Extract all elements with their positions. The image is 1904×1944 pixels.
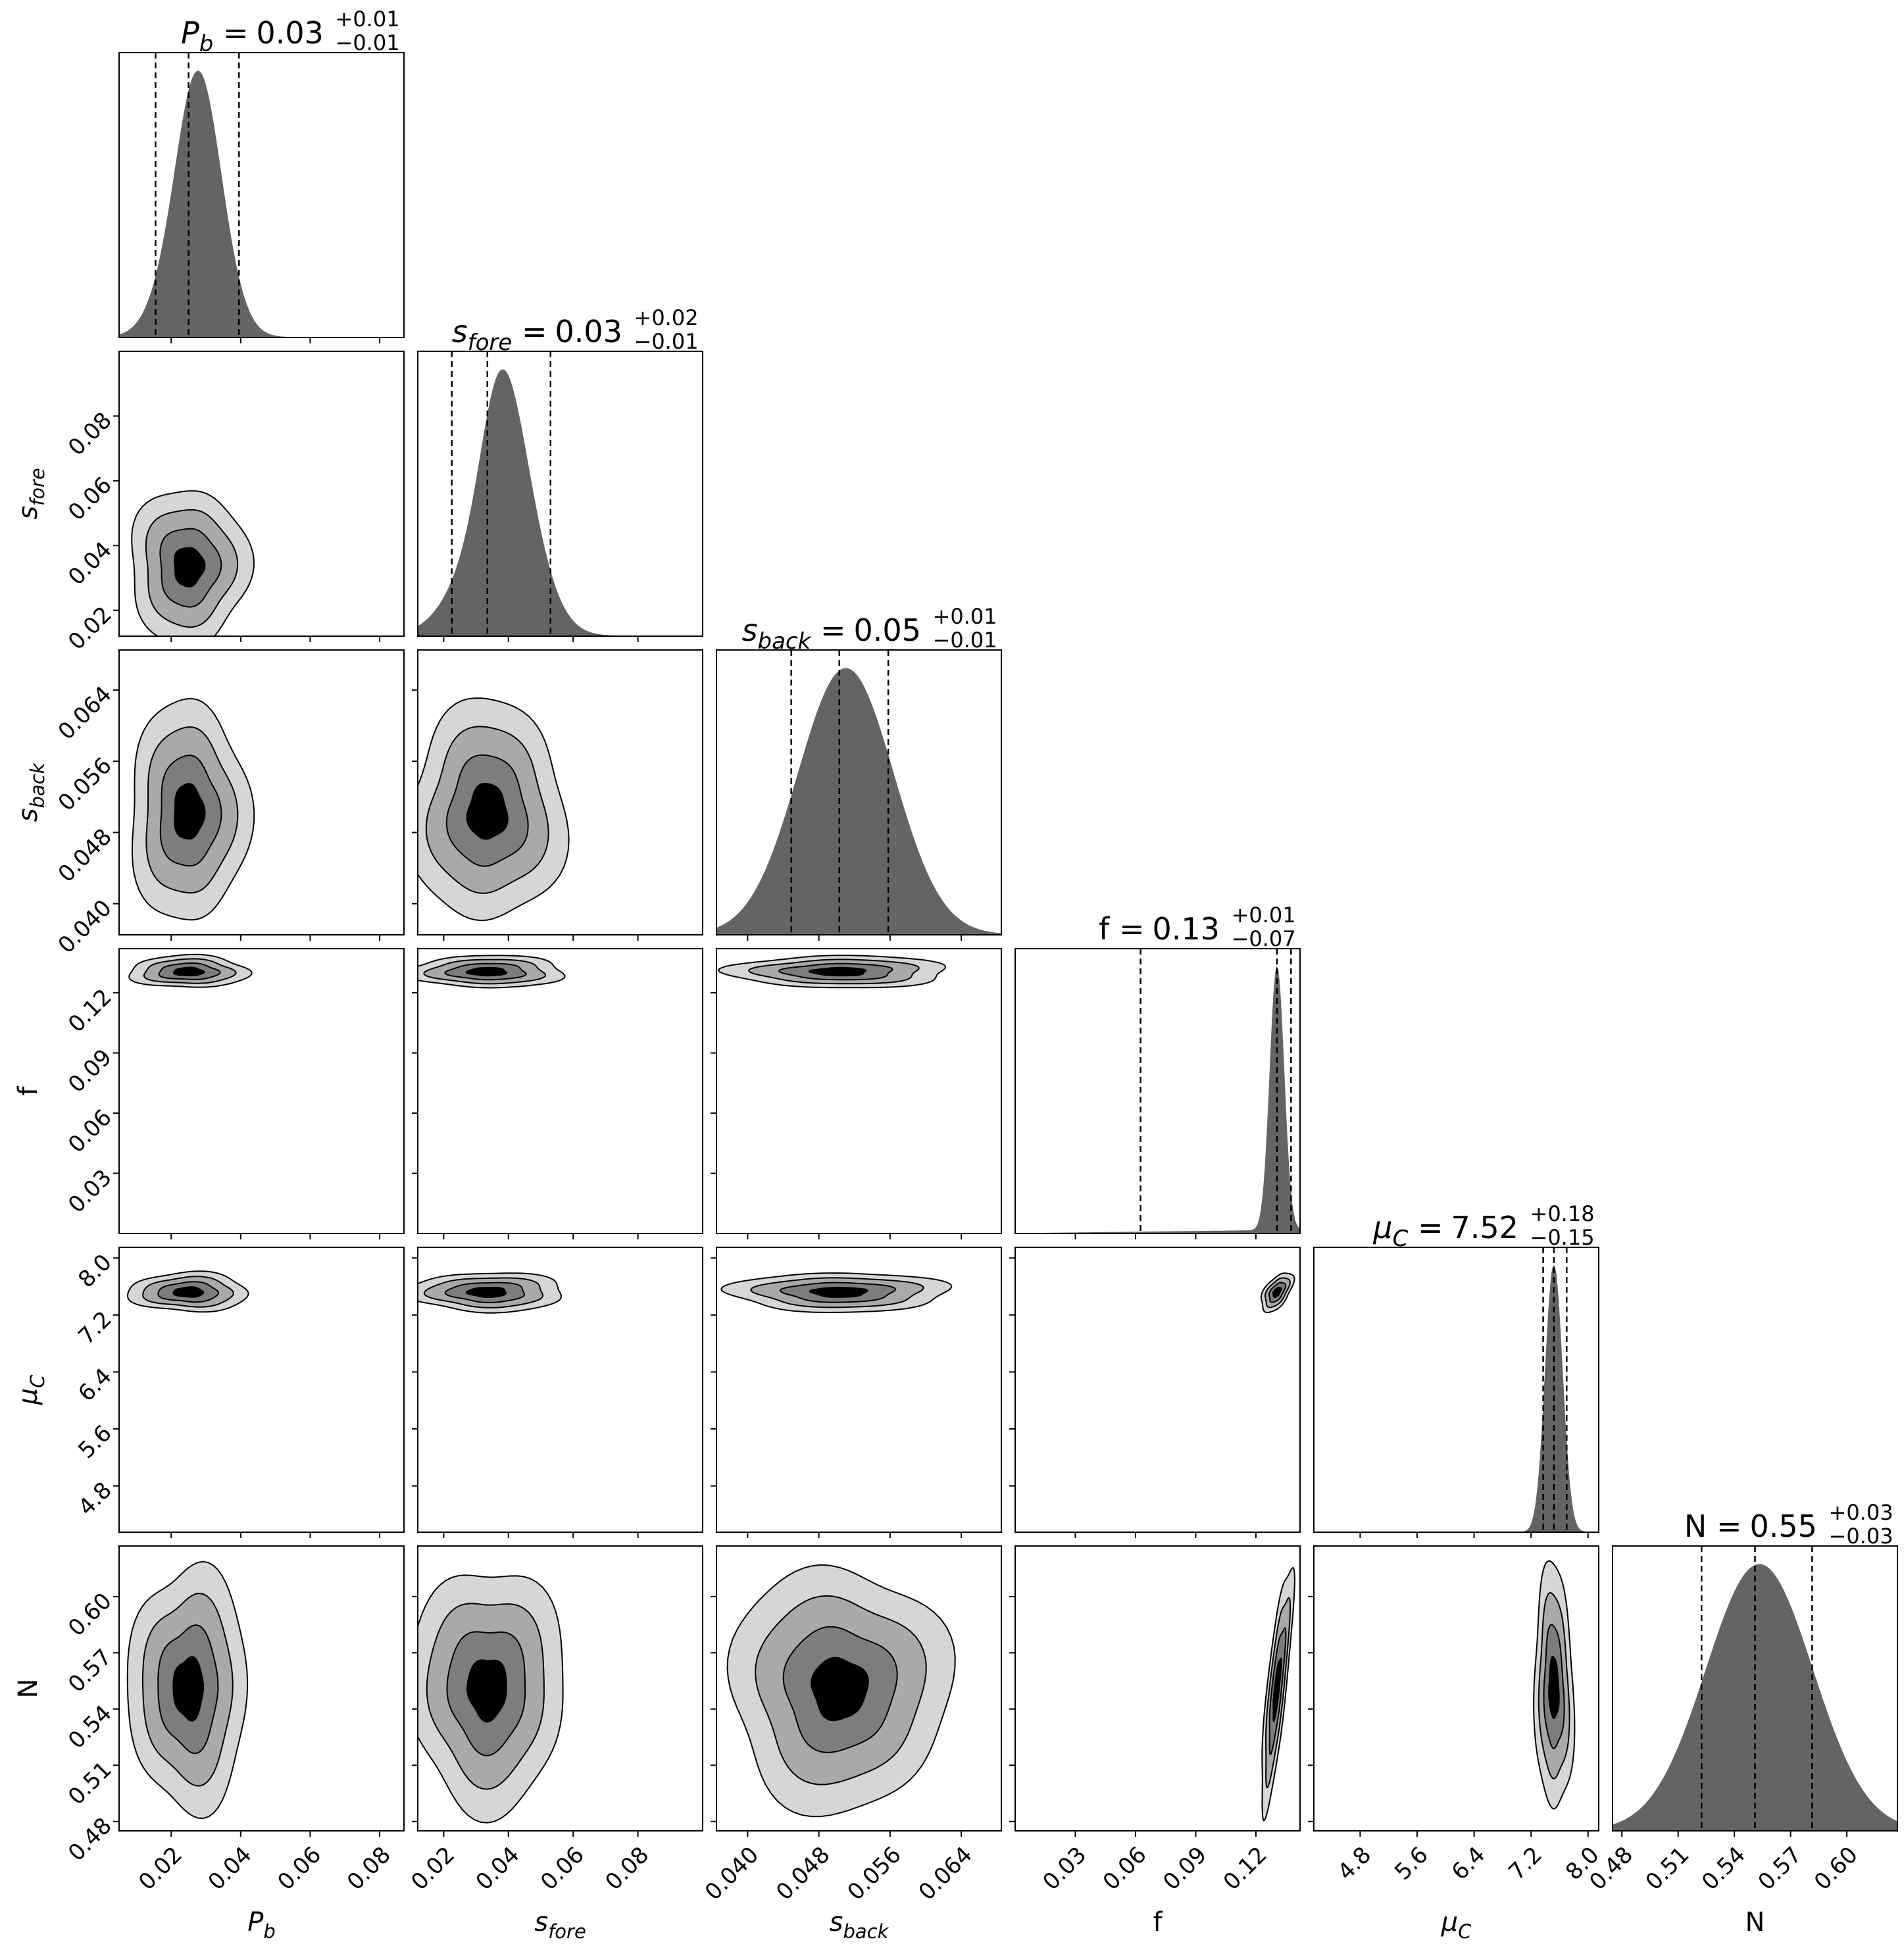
panel-f-sback [711, 948, 1002, 1239]
panel-frame-N-Pb [118, 1545, 405, 1832]
panel-sfore-sfore: sfore = 0.03 +0.02−0.01 [417, 305, 703, 642]
panel-sback-sfore [412, 649, 703, 941]
x-axis-label-f: f [1153, 1907, 1163, 1937]
contour-sback-sfore-3 [466, 783, 509, 840]
title-value-sback: 0.05 [854, 612, 921, 648]
panel-f-f: f = 0.13 +0.01−0.07 [1015, 903, 1301, 1239]
panel-frame-Pb-Pb [118, 52, 405, 338]
title-minus-f: −0.07 [1232, 926, 1296, 951]
contour-sfore-Pb-3 [174, 547, 206, 587]
contour-N-sback-3 [811, 1657, 869, 1722]
contour-sback-Pb-3 [174, 783, 206, 840]
title-value-f: 0.13 [1153, 911, 1220, 947]
panel-muC-muC: μC = 7.52 +0.18−0.15 [1313, 1201, 1599, 1538]
panel-frame-N-sfore [417, 1545, 703, 1832]
y-axis-label-group-sfore: sfore [13, 468, 49, 520]
panel-N-sfore: 0.02 0.04 0.06 0.08 [406, 1545, 703, 1895]
contour-f-Pb-3 [172, 966, 205, 976]
panel-frame-f-sback [716, 948, 1002, 1234]
panel-muC-f [1009, 1247, 1301, 1538]
title-plus-sback: +0.01 [933, 604, 997, 629]
y-axis-label-group-f: f [13, 1086, 43, 1096]
panel-Pb-Pb: Pb = 0.03 +0.01−0.01 [118, 7, 405, 343]
title-plus-sfore: +0.02 [634, 305, 699, 330]
title-plus-Pb: +0.01 [336, 7, 400, 32]
panel-frame-f-f [1015, 948, 1301, 1234]
title-minus-N: −0.03 [1829, 1524, 1893, 1549]
title-plus-f: +0.01 [1232, 903, 1296, 928]
title-value-sfore: 0.03 [555, 314, 622, 349]
contour-f-sback-3 [808, 966, 867, 977]
x-axis-label-Pb: Pb [247, 1907, 276, 1943]
title-muC: μC = 7.52 +0.18−0.15 [1372, 1201, 1594, 1252]
title-lhs-N: N = [1684, 1508, 1742, 1544]
title-minus-sback: −0.01 [933, 628, 997, 653]
title-value-Pb: 0.03 [257, 15, 324, 51]
panel-frame-f-Pb [118, 948, 405, 1234]
title-f: f = 0.13 +0.01−0.07 [1099, 903, 1295, 951]
contour-muC-sback-3 [809, 1286, 868, 1298]
contour-muC-Pb-3 [172, 1286, 205, 1298]
title-plus-muC: +0.18 [1530, 1201, 1595, 1226]
title-lhs-f: f = [1099, 911, 1144, 947]
panel-f-sfore [412, 948, 703, 1239]
panel-muC-sfore [412, 1247, 703, 1538]
panel-frame-muC-Pb [118, 1247, 405, 1533]
y-axis-label-group-sback: sback [13, 762, 49, 822]
panel-frame-muC-sback [716, 1247, 1002, 1533]
contour-muC-sfore-3 [465, 1287, 507, 1299]
x-axis-label-sfore: sfore [534, 1907, 586, 1943]
title-value-N: 0.55 [1750, 1508, 1817, 1544]
y-axis-label-f: f [13, 1086, 43, 1096]
panel-frame-sback-Pb [118, 649, 405, 935]
contour-muC-f-3 [1272, 1287, 1282, 1298]
title-minus-muC: −0.15 [1530, 1225, 1595, 1250]
panel-muC-sback [711, 1247, 1002, 1538]
panel-frame-muC-muC [1313, 1247, 1599, 1533]
panel-frame-sback-sfore [417, 649, 703, 935]
panel-sback-sback: sback = 0.05 +0.01−0.01 [716, 604, 1002, 941]
title-minus-sfore: −0.01 [634, 329, 699, 354]
histogram-muC [1314, 1265, 1599, 1532]
title-Pb: Pb = 0.03 +0.01−0.01 [181, 7, 400, 57]
panel-N-Pb: 0.02 0.04 0.06 0.080.480.510.540.570.60 [63, 1545, 405, 1895]
histogram-Pb [119, 70, 404, 337]
histogram-sfore [418, 369, 703, 636]
contour-f-sfore-3 [465, 966, 508, 977]
x-axis-label-sback: sback [830, 1907, 889, 1943]
panel-frame-N-f [1015, 1545, 1301, 1832]
y-axis-label-group-N: N [13, 1679, 43, 1699]
histogram-sback [716, 668, 1001, 935]
panel-frame-muC-sfore [417, 1247, 703, 1533]
panel-frame-sback-sback [716, 649, 1002, 935]
panel-frame-N-sback [716, 1545, 1002, 1832]
panel-frame-N-N [1612, 1545, 1898, 1832]
contour-N-f-3 [1272, 1657, 1282, 1722]
y-axis-label-sback: sback [13, 762, 49, 822]
panel-frame-sfore-Pb [118, 351, 405, 637]
y-axis-label-group-muC: μC [13, 1374, 49, 1405]
panel-frame-sfore-sfore [417, 351, 703, 637]
title-value-muC: 7.52 [1451, 1210, 1518, 1245]
contour-N-Pb-3 [172, 1656, 204, 1722]
panel-frame-f-sfore [417, 948, 703, 1234]
title-minus-Pb: −0.01 [336, 30, 400, 55]
title-N: N = 0.55 +0.03−0.03 [1684, 1500, 1893, 1549]
panel-frame-N-muC [1313, 1545, 1599, 1832]
contour-N-muC-3 [1548, 1655, 1560, 1720]
title-lhs-Pb: Pb = [181, 15, 249, 57]
title-plus-N: +0.03 [1829, 1500, 1893, 1525]
x-axis-label-muC: μC [1441, 1907, 1472, 1943]
contour-N-sfore-3 [466, 1659, 507, 1723]
y-axis-label-muC: μC [13, 1374, 49, 1405]
x-axis-label-N: N [1745, 1907, 1765, 1937]
y-axis-label-N: N [13, 1679, 43, 1699]
y-axis-label-sfore: sfore [13, 468, 49, 520]
panel-frame-muC-f [1015, 1247, 1301, 1533]
